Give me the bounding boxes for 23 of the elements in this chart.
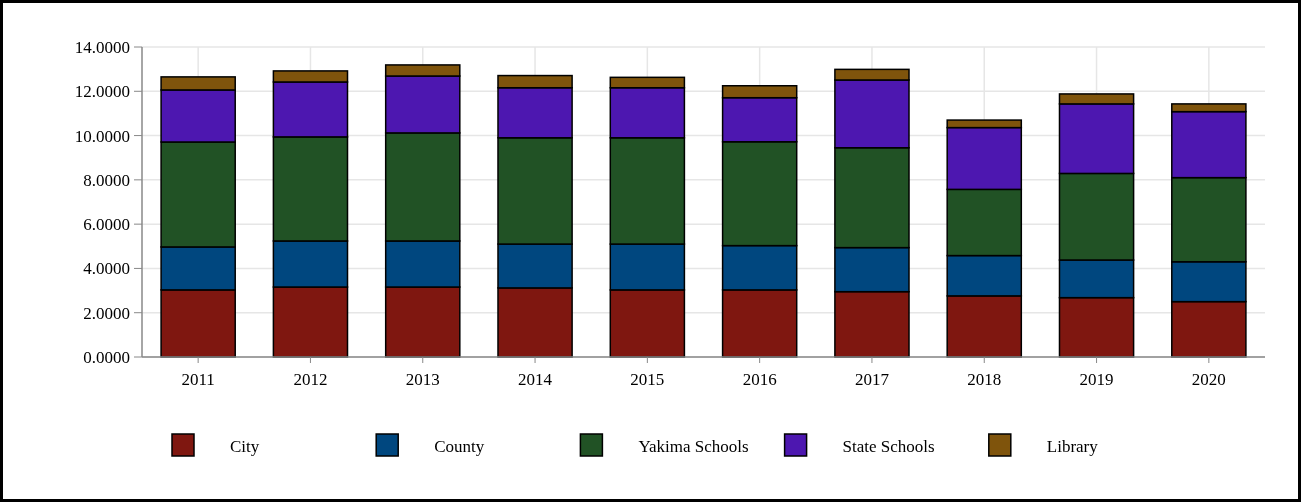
x-tick-label: 2013: [405, 370, 440, 389]
x-tick-label: 2017: [854, 370, 890, 389]
y-tick-label: 8.0000: [83, 170, 130, 190]
x-tick-label: 2016: [742, 370, 777, 389]
y-tick-label: 6.0000: [83, 215, 130, 235]
x-tick-label: 2012: [293, 370, 328, 389]
y-tick-label: 12.0000: [74, 82, 130, 102]
legend-label: County: [434, 436, 485, 456]
y-tick-label: 4.0000: [83, 259, 130, 279]
y-tick-label: 10.0000: [74, 126, 130, 146]
y-tick-label: 2.0000: [83, 303, 130, 323]
x-tick-label: 2011: [181, 370, 215, 389]
y-tick-label: 14.0000: [74, 37, 130, 57]
x-tick-label: 2014: [518, 370, 553, 389]
x-tick-label: 2019: [1079, 370, 1114, 389]
legend-label: Yakima Schools: [638, 436, 749, 456]
x-tick-label: 2015: [630, 370, 665, 389]
x-tick-label: 2018: [967, 370, 1002, 389]
x-tick-label: 2020: [1191, 370, 1226, 389]
legend-label: Library: [1046, 436, 1099, 456]
legend-label: City: [230, 436, 260, 456]
y-tick-label: 0.0000: [83, 347, 130, 367]
legend-label: State Schools: [842, 436, 935, 456]
